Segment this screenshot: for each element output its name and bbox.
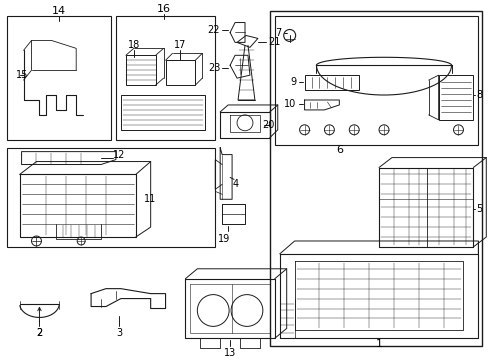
Text: 11: 11 — [143, 194, 156, 204]
Bar — [116, 15, 215, 140]
Bar — [274, 15, 477, 145]
Text: 15: 15 — [16, 70, 28, 80]
Text: 18: 18 — [127, 40, 140, 50]
Text: 6: 6 — [335, 145, 342, 155]
Text: 2: 2 — [36, 328, 42, 338]
Text: 4: 4 — [232, 179, 238, 189]
Bar — [125, 55, 155, 85]
Bar — [7, 15, 111, 140]
Bar — [304, 75, 359, 90]
Text: 9: 9 — [290, 77, 296, 87]
Text: 7: 7 — [275, 28, 281, 39]
Text: 5: 5 — [475, 204, 482, 214]
Bar — [438, 75, 472, 120]
Text: 20: 20 — [262, 120, 274, 130]
Text: 8: 8 — [475, 90, 482, 100]
Bar — [121, 95, 205, 130]
Text: 21: 21 — [267, 37, 280, 48]
Text: 1: 1 — [375, 339, 382, 349]
Text: 2: 2 — [36, 307, 42, 338]
Text: 14: 14 — [52, 6, 66, 15]
Text: 3: 3 — [116, 328, 122, 338]
Text: 10: 10 — [284, 99, 296, 109]
Text: 19: 19 — [218, 234, 230, 244]
Bar — [165, 60, 195, 85]
Bar — [269, 11, 481, 346]
Text: 22: 22 — [207, 26, 220, 36]
Text: 13: 13 — [224, 348, 236, 358]
Text: 12: 12 — [112, 150, 125, 159]
Bar — [7, 148, 215, 247]
Text: 16: 16 — [156, 4, 170, 14]
Text: 17: 17 — [174, 40, 186, 50]
Text: 23: 23 — [207, 63, 220, 73]
